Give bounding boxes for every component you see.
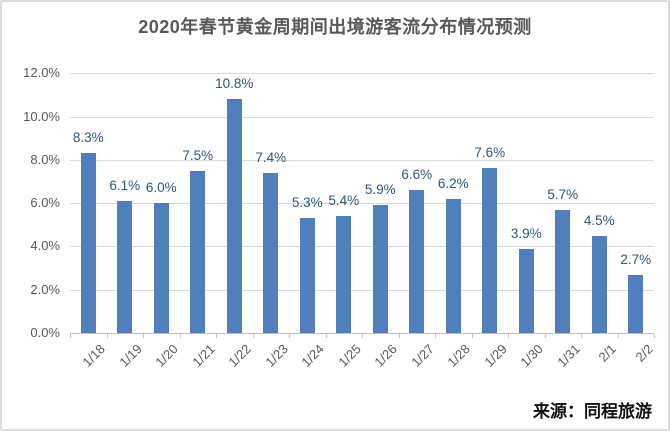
bar-1/18 [80, 153, 96, 333]
x-axis-line [70, 333, 654, 334]
bar-1/19 [117, 200, 133, 333]
bar-value-label: 7.5% [182, 147, 214, 163]
x-axis-category-label: 2/1 [595, 341, 620, 365]
bar-value-label: 5.3% [291, 195, 323, 211]
y-axis-tick-label: 2.0% [30, 281, 60, 297]
x-axis-tick [398, 334, 400, 338]
bar-1/25 [336, 216, 352, 333]
x-axis-tick [179, 334, 181, 338]
bar-value-label: 7.6% [474, 145, 506, 161]
x-axis-category-label: 1/23 [262, 341, 291, 370]
x-axis-category-label: 1/26 [371, 341, 401, 370]
x-axis-tick [106, 334, 108, 338]
x-axis-category-label: 1/30 [517, 341, 547, 370]
x-axis-category-label: 1/21 [189, 341, 218, 370]
x-axis-category-label: 1/18 [79, 341, 109, 370]
x-axis-category-label: 2/2 [632, 341, 656, 365]
x-axis-tick [435, 334, 436, 338]
gridline [70, 116, 654, 118]
source-note: 来源：同程旅游 [533, 402, 652, 421]
x-axis-tick [471, 334, 473, 338]
x-axis-tick [216, 334, 217, 338]
bar-value-label: 6.2% [437, 175, 469, 191]
gridline [70, 73, 654, 75]
bar-1/22 [226, 99, 242, 333]
x-axis-tick [581, 334, 582, 338]
y-axis-tick-label: 12.0% [23, 65, 60, 81]
y-axis-tick-label: 10.0% [23, 108, 60, 124]
x-axis-category-label: 1/28 [444, 341, 474, 370]
gridline [70, 203, 654, 205]
bar-value-label: 6.0% [145, 180, 177, 196]
x-axis-tick [508, 334, 509, 338]
x-axis-tick [544, 334, 546, 338]
bar-1/31 [555, 209, 571, 333]
x-axis-tick [325, 334, 327, 338]
bar-1/20 [153, 203, 169, 333]
bar-value-label: 8.3% [72, 130, 104, 146]
gridline [70, 289, 654, 291]
x-axis-category-label: 1/19 [116, 341, 145, 370]
x-axis-tick [252, 334, 254, 338]
x-axis-tick [654, 334, 655, 338]
y-axis-tick-label: 4.0% [30, 238, 60, 254]
bar-value-label: 3.9% [510, 225, 542, 241]
bar-1/24 [299, 218, 315, 333]
x-axis-category-label: 1/20 [152, 341, 182, 370]
x-axis-tick [289, 334, 290, 338]
bar-1/21 [190, 170, 206, 333]
bar-value-label: 4.5% [583, 212, 615, 228]
bar-2/2 [628, 274, 644, 333]
x-axis-category-label: 1/31 [554, 341, 583, 370]
x-axis-tick [617, 334, 619, 338]
bar-value-label: 7.4% [255, 149, 287, 165]
bar-value-label: 6.6% [401, 167, 433, 183]
bar-1/28 [445, 198, 461, 333]
bar-1/23 [263, 172, 279, 333]
bar-value-label: 5.7% [547, 186, 579, 202]
x-axis-tick [143, 334, 144, 338]
bar-1/26 [372, 205, 388, 333]
x-axis-category-label: 1/24 [298, 341, 328, 370]
x-axis-category-label: 1/27 [408, 341, 437, 370]
y-axis-tick-label: 0.0% [30, 325, 60, 340]
bar-value-label: 5.4% [328, 193, 360, 209]
bar-value-label: 2.7% [620, 251, 652, 267]
gridline [70, 246, 654, 248]
x-axis-category-label: 1/22 [225, 341, 255, 370]
bar-2/1 [591, 235, 607, 333]
bar-value-label: 6.1% [109, 177, 141, 193]
bar-value-label: 5.9% [364, 182, 396, 198]
gridline [70, 159, 654, 161]
bar-1/29 [482, 168, 498, 333]
y-axis-tick-label: 6.0% [30, 195, 60, 211]
x-axis-tick [70, 334, 71, 338]
bar-value-label: 10.8% [215, 76, 254, 92]
x-axis-tick [362, 334, 363, 338]
x-axis-category-label: 1/25 [335, 341, 364, 370]
bar-1/27 [409, 190, 425, 333]
bar-1/30 [518, 248, 534, 333]
y-axis-tick-label: 8.0% [30, 151, 60, 167]
x-axis-category-label: 1/29 [481, 341, 510, 370]
chart-title: 2020年春节黄金周期间出境游客流分布情况预测 [138, 17, 532, 37]
